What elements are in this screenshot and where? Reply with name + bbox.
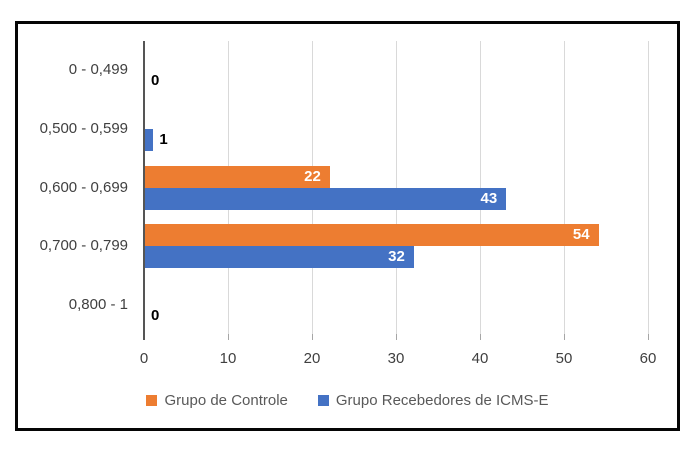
category-label: 0,600 - 0,699	[39, 178, 128, 196]
bar-value-label: 22	[304, 167, 321, 185]
legend-item: Grupo de Controle	[146, 391, 288, 409]
category-label: 0,700 - 0,799	[39, 237, 128, 255]
axis-tick	[312, 334, 313, 340]
bar-grupo-de-controle	[145, 224, 599, 247]
gridline	[648, 41, 649, 334]
category-label: 0,500 - 0,599	[39, 119, 128, 137]
legend-label: Grupo Recebedores de ICMS-E	[335, 391, 549, 409]
bar-value-label: 43	[480, 189, 498, 207]
bar-value-label: 0	[151, 306, 160, 324]
axis-tick	[564, 334, 565, 340]
x-tick-label: 10	[219, 350, 237, 367]
chart-legend: Grupo de Controle Grupo Recebedores de I…	[15, 389, 680, 411]
bar-value-label: 32	[388, 248, 405, 266]
bar-value-label: 1	[159, 130, 168, 148]
legend-swatch-grupo-recebedores-de-icms-e	[317, 394, 329, 406]
legend-swatch-grupo-de-controle	[146, 394, 158, 406]
category-label: 0,800 - 1	[68, 295, 128, 313]
legend-label: Grupo de Controle	[164, 391, 288, 409]
x-tick-label: 40	[471, 350, 489, 367]
x-tick-label: 50	[555, 350, 573, 367]
bar-grupo-recebedores-de-icms-e	[145, 187, 507, 210]
legend-item: Grupo Recebedores de ICMS-E	[317, 391, 549, 409]
bar-grupo-de-controle	[145, 165, 330, 188]
bar-grupo-recebedores-de-icms-e	[145, 128, 154, 151]
gridline	[564, 41, 565, 334]
x-tick-label: 0	[139, 350, 149, 367]
axis-tick	[480, 334, 481, 340]
category-label: 0 - 0,499	[68, 61, 128, 79]
x-tick-label: 20	[303, 350, 321, 367]
bar-value-label: 0	[151, 72, 160, 90]
axis-tick	[228, 334, 229, 340]
x-tick-label: 60	[639, 350, 657, 367]
axis-tick	[648, 334, 649, 340]
x-tick-label: 30	[387, 350, 405, 367]
bar-value-label: 54	[572, 226, 590, 244]
category-axis-line	[143, 41, 145, 340]
bar-grupo-recebedores-de-icms-e	[145, 246, 414, 269]
axis-tick	[396, 334, 397, 340]
